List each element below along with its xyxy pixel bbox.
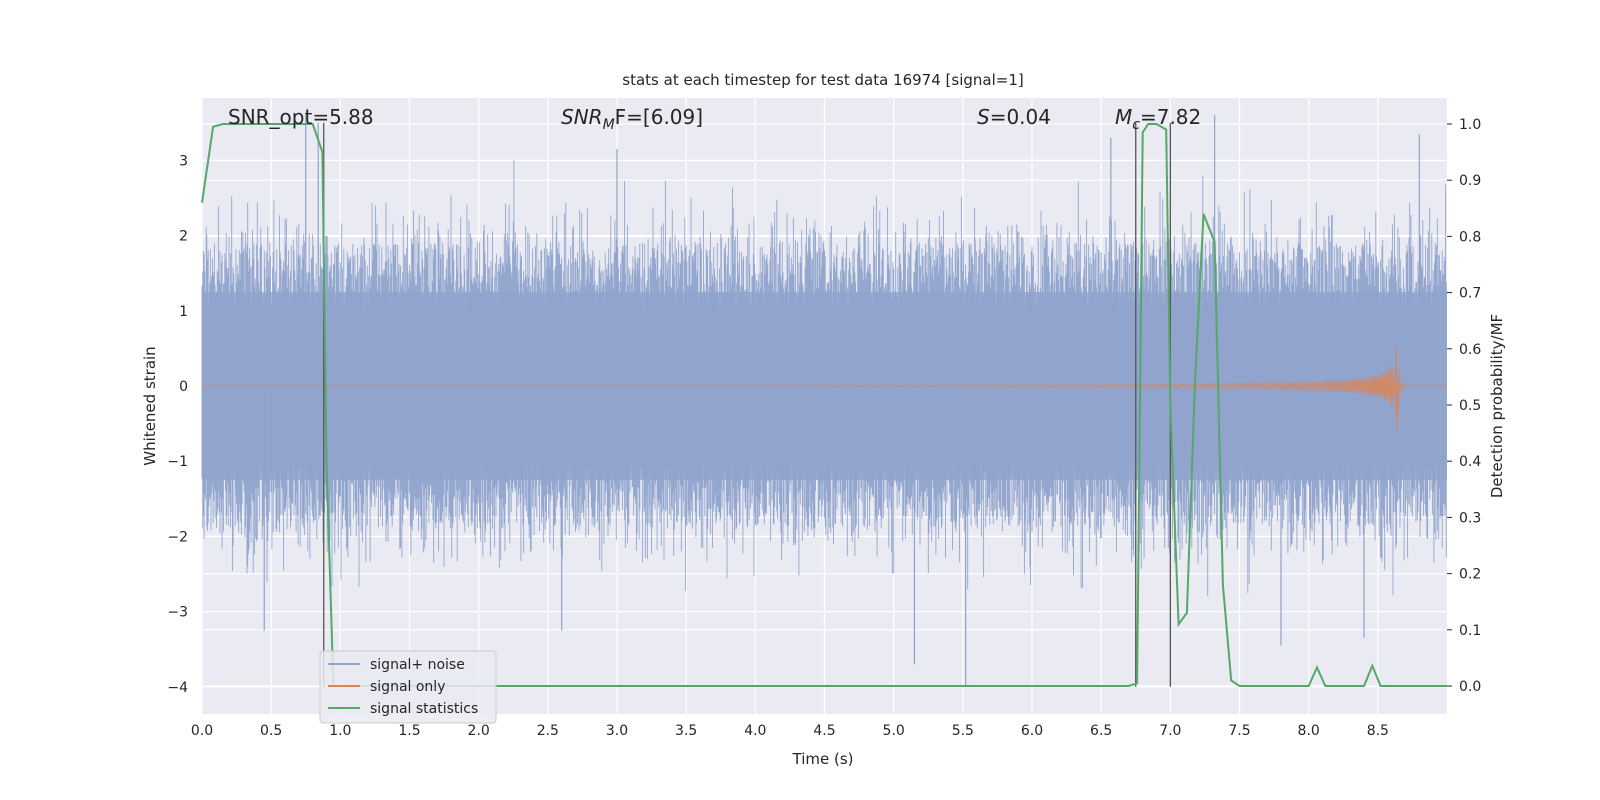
y-right-tick-label: 0.6 [1459,342,1481,358]
legend-label-stats: signal statistics [370,701,478,717]
y-left-tick-label: 0 [179,379,188,395]
y-right-tick-label: 0.8 [1459,229,1481,245]
x-tick-label: 2.5 [537,723,559,739]
x-tick-label: 3.0 [606,723,628,739]
y-right-tick-label: 0.1 [1459,623,1481,639]
x-tick-label: 7.0 [1159,723,1181,739]
y-left-tick-label: −1 [167,454,188,470]
x-tick-label: 6.0 [1021,723,1043,739]
annotation-snr-mf: SNRMF=[6.09] [561,105,703,133]
y-left-tick-label: 1 [179,304,188,320]
statistics-line [201,123,1447,687]
legend-label-signal: signal only [370,679,445,695]
y-right-tick-label: 0.4 [1459,454,1481,470]
y-axis-left-label: Whitened strain [141,346,159,465]
x-tick-label: 1.0 [329,723,351,739]
x-tick-label: 1.5 [398,723,420,739]
y-right-tick-label: 0.9 [1459,173,1481,189]
y-right-tick-label: 0.0 [1459,679,1481,695]
x-tick-label: 5.0 [883,723,905,739]
legend-box [319,650,497,724]
annotation-s: S=0.04 [977,105,1051,129]
y-left-tick-label: 2 [179,229,188,245]
x-tick-label: 6.5 [1090,723,1112,739]
y-left-tick-label: 3 [179,153,188,169]
y-right-tick-label: 0.3 [1459,510,1481,526]
y-left-tick-label: −2 [167,529,188,545]
annotation-mc: Mc=7.82 [1115,105,1201,133]
y-right-tick-label: 1.0 [1459,117,1481,133]
y-right-tick-label: 0.7 [1459,286,1481,302]
chart-title: stats at each timestep for test data 169… [622,71,1023,89]
annotation-snr-opt: SNR_opt=5.88 [228,105,374,129]
y-left-tick-label: −4 [167,680,188,696]
x-tick-label: 0.0 [191,723,213,739]
x-tick-label: 8.0 [1298,723,1320,739]
signal-statistics-series [201,123,1447,687]
x-tick-label: 0.5 [260,723,282,739]
x-tick-label: 3.5 [675,723,697,739]
x-tick-label: 7.5 [1228,723,1250,739]
x-tick-label: 8.5 [1367,723,1389,739]
signal-trace [202,345,1447,431]
axis-ticks: 0.0 0.5 1.0 1.5 2.0 2.5 3.0 3.5 4.0 4.5 5.0 5.5 6.0 6… [167,117,1481,739]
signal-only-series [202,345,1447,431]
x-tick-label: 5.5 [952,723,974,739]
x-axis-label: Time (s) [792,750,854,768]
x-tick-label: 4.0 [744,723,766,739]
y-right-tick-label: 0.2 [1459,567,1481,583]
legend: signal+ noise signal only signal statist… [319,650,497,724]
legend-label-noise: signal+ noise [370,657,465,673]
y-axis-right-label: Detection probability/MF [1488,314,1506,498]
y-left-tick-label: −3 [167,605,188,621]
x-tick-label: 2.0 [468,723,490,739]
x-tick-label: 4.5 [813,723,835,739]
y-right-tick-label: 0.5 [1459,398,1481,414]
